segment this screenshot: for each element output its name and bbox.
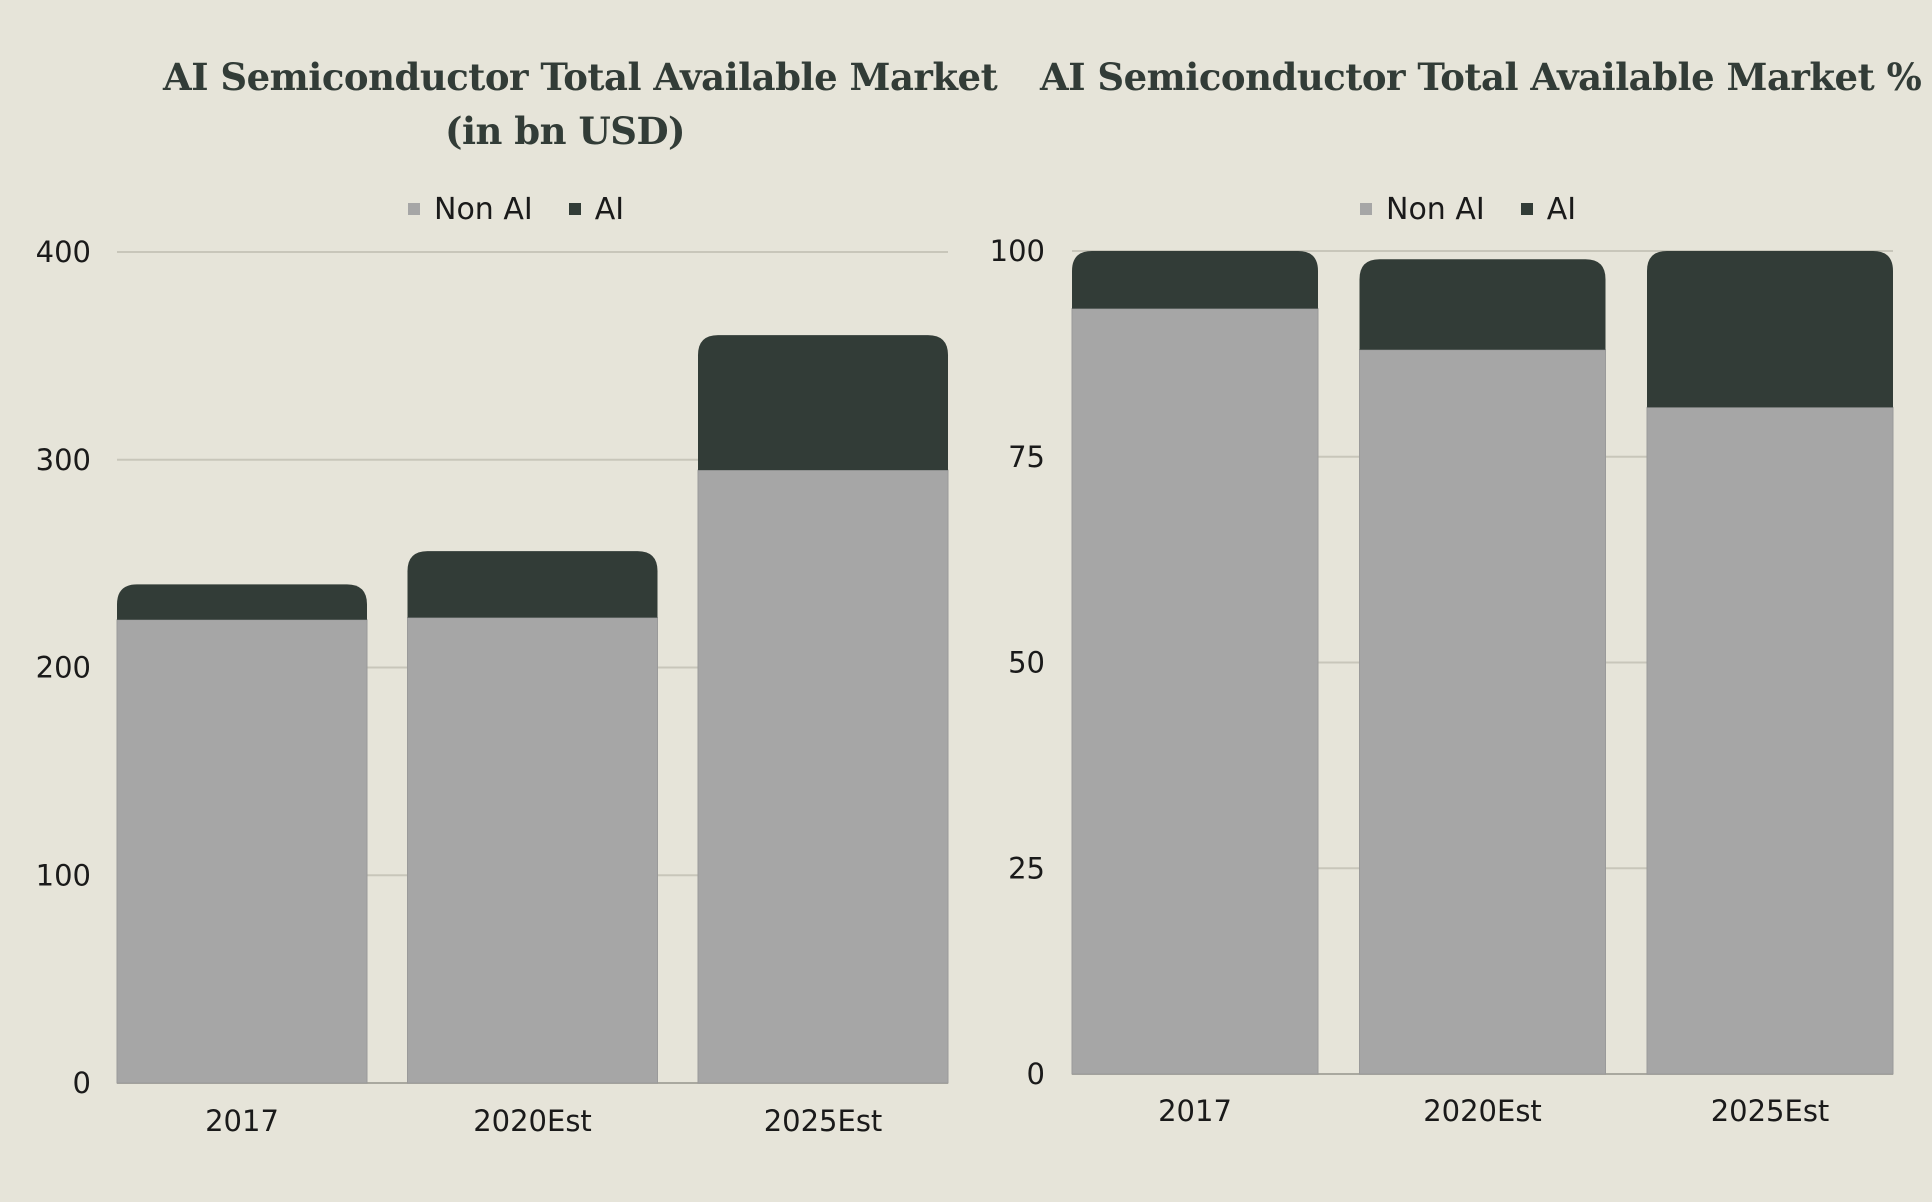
legend-item-ai: AI: [1520, 191, 1577, 227]
bar-ai-2017: [117, 584, 367, 620]
chart-left-title: AI Semiconductor Total Available Market …: [163, 50, 998, 158]
x-tick-label: 2017: [205, 1104, 279, 1138]
bar-ai-2020est: [1359, 259, 1606, 350]
chart-left-title-line-2: (in bn USD): [444, 109, 686, 153]
chart-right-legend: Non AI AI: [1360, 189, 1576, 229]
x-tick-label: 2025Est: [1711, 1094, 1830, 1128]
x-tick-label: 2020Est: [473, 1104, 592, 1138]
legend-label-non-ai: Non AI: [1386, 191, 1485, 227]
legend-swatch-ai: [1520, 203, 1533, 215]
legend-label-ai: AI: [1546, 191, 1577, 227]
legend-item-non-ai: Non AI: [1360, 192, 1485, 227]
y-tick-label: 200: [36, 651, 91, 685]
chart-left-title-line-1: AI Semiconductor Total Available Market: [163, 55, 998, 99]
bar-non-ai-2025est: [697, 469, 949, 1084]
bar-ai-2025est: [1647, 251, 1893, 408]
y-tick-label: 300: [36, 443, 91, 477]
y-tick-label: 50: [1008, 646, 1045, 680]
legend-swatch-non-ai: [408, 203, 420, 215]
chart-left-legend: Non AI AI: [408, 189, 624, 229]
bar-ai-2020est: [407, 551, 658, 618]
chart-right-title-line-1: AI Semiconductor Total Available Market …: [1040, 55, 1922, 99]
legend-swatch-non-ai: [1360, 203, 1372, 215]
y-tick-label: 100: [990, 234, 1045, 268]
x-tick-label: 2025Est: [764, 1104, 883, 1138]
legend-label-non-ai: Non AI: [434, 191, 533, 227]
x-tick-label: 2020Est: [1423, 1094, 1542, 1128]
y-tick-label: 0: [1027, 1057, 1045, 1091]
y-tick-label: 400: [36, 235, 91, 269]
bar-ai-2017: [1072, 251, 1318, 309]
legend-swatch-ai: [568, 203, 581, 215]
bar-ai-2025est: [698, 335, 948, 471]
y-tick-label: 25: [1008, 851, 1045, 885]
y-tick-label: 0: [73, 1066, 91, 1100]
bar-non-ai-2017: [1071, 308, 1319, 1075]
bar-non-ai-2020est: [1359, 349, 1606, 1075]
y-tick-label: 100: [36, 858, 91, 892]
x-tick-label: 2017: [1158, 1094, 1232, 1128]
legend-item-non-ai: Non AI: [408, 192, 533, 227]
legend-item-ai: AI: [568, 191, 625, 227]
bar-non-ai-2025est: [1646, 406, 1894, 1075]
y-tick-label: 75: [1008, 440, 1045, 474]
legend-label-ai: AI: [594, 191, 625, 227]
chart-right-title: AI Semiconductor Total Available Market …: [1040, 50, 1922, 104]
